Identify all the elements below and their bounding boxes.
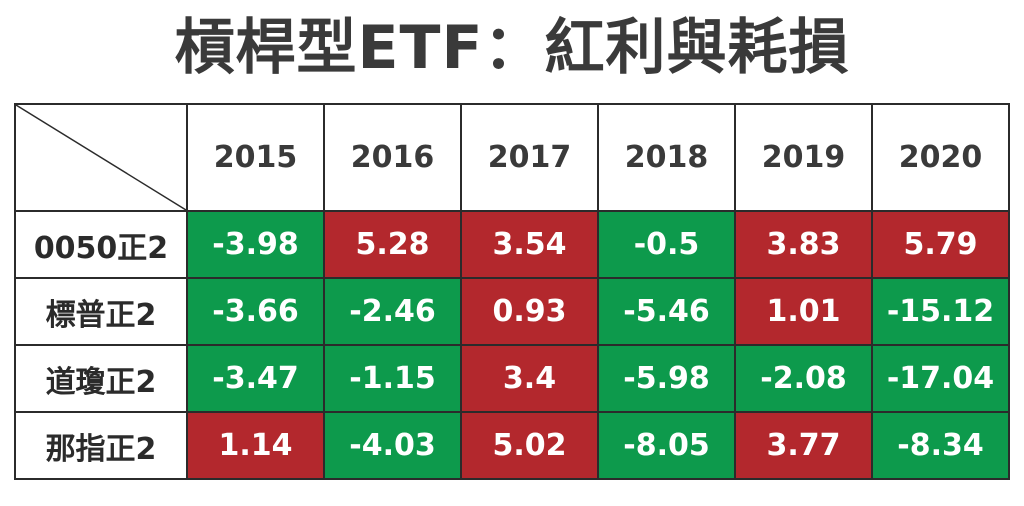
value-cell: -5.46 bbox=[597, 277, 736, 346]
year-header: 2018 bbox=[597, 103, 736, 212]
value-cell: 3.77 bbox=[734, 411, 873, 480]
chart-title: 槓桿型ETF：紅利與耗損 bbox=[174, 13, 850, 83]
value-cell: 1.14 bbox=[186, 411, 325, 480]
value-cell: -1.15 bbox=[323, 344, 462, 413]
year-header: 2015 bbox=[186, 103, 325, 212]
row-label: 標普正2 bbox=[14, 277, 188, 346]
value-cell: -2.08 bbox=[734, 344, 873, 413]
corner-diagonal bbox=[16, 105, 186, 210]
value-cell: 1.01 bbox=[734, 277, 873, 346]
corner-cell bbox=[14, 103, 188, 212]
value-cell: -17.04 bbox=[871, 344, 1010, 413]
data-table: 2015 2016 2017 2018 2019 2020 0050正2 -3.… bbox=[14, 103, 1010, 480]
value-cell: 5.79 bbox=[871, 210, 1010, 279]
row-label: 那指正2 bbox=[14, 411, 188, 480]
value-cell: -3.47 bbox=[186, 344, 325, 413]
value-cell: -5.98 bbox=[597, 344, 736, 413]
value-cell: 5.28 bbox=[323, 210, 462, 279]
value-cell: 3.4 bbox=[460, 344, 599, 413]
value-cell: -15.12 bbox=[871, 277, 1010, 346]
value-cell: -8.34 bbox=[871, 411, 1010, 480]
value-cell: -3.66 bbox=[186, 277, 325, 346]
year-header: 2017 bbox=[460, 103, 599, 212]
value-cell: 3.83 bbox=[734, 210, 873, 279]
table-row: 道瓊正2 -3.47 -1.15 3.4 -5.98 -2.08 -17.04 bbox=[14, 344, 1010, 413]
value-cell: 3.54 bbox=[460, 210, 599, 279]
year-header: 2016 bbox=[323, 103, 462, 212]
value-cell: 0.93 bbox=[460, 277, 599, 346]
table-row: 那指正2 1.14 -4.03 5.02 -8.05 3.77 -8.34 bbox=[14, 411, 1010, 480]
value-cell: -8.05 bbox=[597, 411, 736, 480]
header-row: 2015 2016 2017 2018 2019 2020 bbox=[14, 103, 1010, 212]
year-header: 2019 bbox=[734, 103, 873, 212]
value-cell: -3.98 bbox=[186, 210, 325, 279]
value-cell: -0.5 bbox=[597, 210, 736, 279]
row-label: 0050正2 bbox=[14, 210, 188, 279]
year-header: 2020 bbox=[871, 103, 1010, 212]
value-cell: 5.02 bbox=[460, 411, 599, 480]
value-cell: -4.03 bbox=[323, 411, 462, 480]
table-row: 標普正2 -3.66 -2.46 0.93 -5.46 1.01 -15.12 bbox=[14, 277, 1010, 346]
row-label: 道瓊正2 bbox=[14, 344, 188, 413]
value-cell: -2.46 bbox=[323, 277, 462, 346]
table-row: 0050正2 -3.98 5.28 3.54 -0.5 3.83 5.79 bbox=[14, 210, 1010, 279]
